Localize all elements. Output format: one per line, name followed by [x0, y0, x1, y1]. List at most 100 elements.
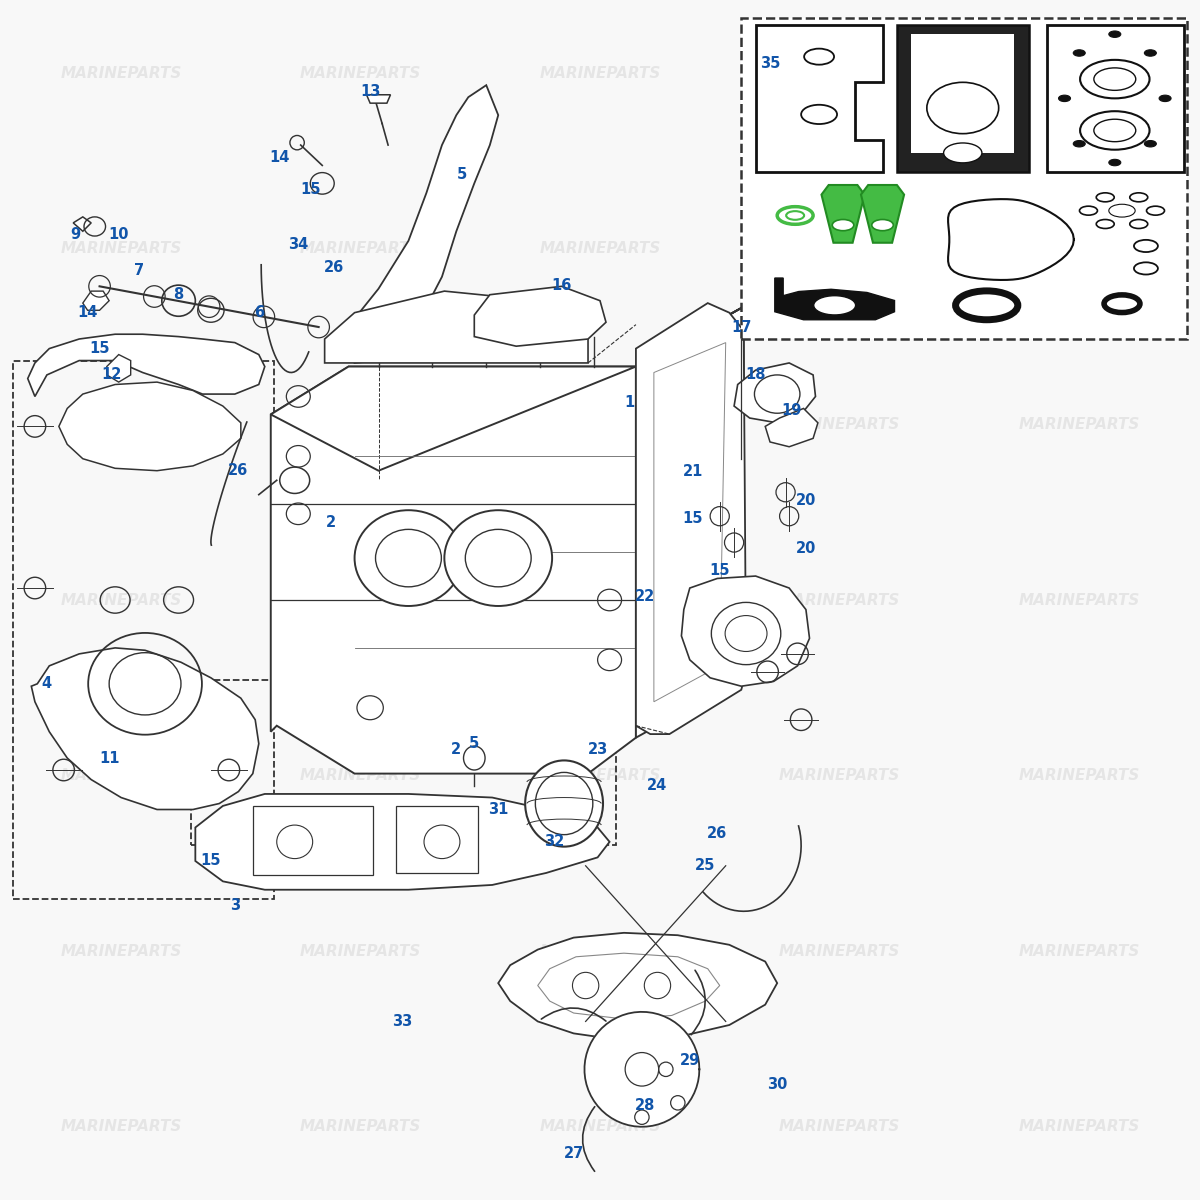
Text: MARINEPARTS: MARINEPARTS [1019, 241, 1140, 257]
Polygon shape [253, 806, 372, 875]
Text: MARINEPARTS: MARINEPARTS [539, 241, 661, 257]
Polygon shape [766, 408, 818, 446]
Ellipse shape [943, 143, 982, 163]
Text: 24: 24 [647, 778, 667, 793]
Polygon shape [354, 85, 498, 362]
Polygon shape [775, 278, 894, 319]
Text: 15: 15 [200, 853, 221, 869]
Text: MARINEPARTS: MARINEPARTS [779, 241, 900, 257]
Polygon shape [271, 366, 636, 774]
Ellipse shape [1058, 95, 1070, 102]
Ellipse shape [1146, 206, 1164, 215]
Ellipse shape [1129, 193, 1147, 202]
Text: 33: 33 [392, 1014, 413, 1028]
Text: 18: 18 [745, 367, 766, 383]
Text: 9: 9 [71, 227, 80, 242]
Text: MARINEPARTS: MARINEPARTS [779, 593, 900, 607]
Text: 25: 25 [695, 858, 715, 874]
Text: MARINEPARTS: MARINEPARTS [1019, 416, 1140, 432]
Ellipse shape [802, 104, 838, 124]
Text: MARINEPARTS: MARINEPARTS [539, 943, 661, 959]
Polygon shape [474, 287, 606, 346]
Text: 14: 14 [269, 150, 289, 164]
Ellipse shape [1094, 119, 1135, 142]
Polygon shape [734, 362, 816, 422]
Text: MARINEPARTS: MARINEPARTS [300, 768, 421, 784]
Text: 15: 15 [682, 511, 702, 526]
Text: MARINEPARTS: MARINEPARTS [779, 943, 900, 959]
Ellipse shape [926, 83, 998, 133]
Ellipse shape [833, 220, 854, 230]
Text: MARINEPARTS: MARINEPARTS [539, 593, 661, 607]
Text: MARINEPARTS: MARINEPARTS [779, 66, 900, 80]
Polygon shape [636, 304, 746, 734]
Text: MARINEPARTS: MARINEPARTS [60, 768, 181, 784]
Bar [742, 18, 1187, 340]
Ellipse shape [1159, 95, 1171, 102]
Bar [13, 360, 275, 899]
Text: 21: 21 [683, 464, 703, 479]
Text: 23: 23 [588, 742, 607, 757]
Ellipse shape [1134, 263, 1158, 275]
Polygon shape [636, 307, 744, 738]
Polygon shape [911, 34, 1014, 152]
Text: MARINEPARTS: MARINEPARTS [539, 1120, 661, 1134]
Ellipse shape [1080, 60, 1150, 98]
Ellipse shape [354, 510, 462, 606]
Polygon shape [756, 24, 882, 172]
Ellipse shape [1145, 49, 1157, 56]
Ellipse shape [1073, 140, 1085, 146]
Text: 15: 15 [300, 182, 320, 197]
Polygon shape [83, 292, 109, 311]
Text: 29: 29 [679, 1054, 700, 1068]
Text: 6: 6 [253, 305, 264, 320]
Text: MARINEPARTS: MARINEPARTS [300, 416, 421, 432]
Ellipse shape [466, 529, 532, 587]
Text: MARINEPARTS: MARINEPARTS [1019, 768, 1140, 784]
Polygon shape [73, 217, 91, 232]
Text: MARINEPARTS: MARINEPARTS [539, 416, 661, 432]
Polygon shape [896, 24, 1028, 172]
Ellipse shape [871, 220, 893, 230]
Text: 26: 26 [228, 463, 248, 478]
Polygon shape [584, 1012, 700, 1127]
Text: 34: 34 [288, 236, 308, 252]
Text: 32: 32 [545, 834, 565, 850]
Text: 28: 28 [635, 1098, 655, 1112]
Text: MARINEPARTS: MARINEPARTS [1019, 66, 1140, 80]
Text: MARINEPARTS: MARINEPARTS [300, 943, 421, 959]
Text: 27: 27 [564, 1146, 583, 1160]
Text: MARINEPARTS: MARINEPARTS [539, 66, 661, 80]
Text: MARINEPARTS: MARINEPARTS [779, 768, 900, 784]
Text: 30: 30 [767, 1078, 787, 1092]
Ellipse shape [1109, 160, 1121, 166]
Polygon shape [822, 185, 864, 242]
Polygon shape [196, 794, 610, 889]
Text: MARINEPARTS: MARINEPARTS [779, 1120, 900, 1134]
Ellipse shape [1097, 220, 1115, 228]
Text: 12: 12 [101, 367, 121, 383]
Text: MARINEPARTS: MARINEPARTS [779, 416, 900, 432]
Text: 11: 11 [98, 750, 119, 766]
Polygon shape [325, 292, 588, 362]
Ellipse shape [1080, 112, 1150, 150]
Text: 22: 22 [635, 589, 655, 604]
Text: MARINEPARTS: MARINEPARTS [1019, 593, 1140, 607]
Ellipse shape [1073, 49, 1085, 56]
Ellipse shape [1109, 31, 1121, 37]
Polygon shape [59, 382, 241, 470]
Text: 10: 10 [108, 227, 128, 242]
Text: MARINEPARTS: MARINEPARTS [60, 241, 181, 257]
Text: MARINEPARTS: MARINEPARTS [60, 593, 181, 607]
Polygon shape [271, 307, 744, 470]
Text: 26: 26 [324, 259, 344, 275]
Text: MARINEPARTS: MARINEPARTS [60, 416, 181, 432]
Text: 31: 31 [488, 802, 509, 817]
Polygon shape [860, 185, 904, 242]
Polygon shape [1046, 24, 1184, 172]
Ellipse shape [1129, 220, 1147, 228]
Text: 3: 3 [229, 898, 240, 913]
Ellipse shape [1097, 193, 1115, 202]
Text: 15: 15 [709, 563, 730, 577]
Polygon shape [366, 95, 390, 103]
